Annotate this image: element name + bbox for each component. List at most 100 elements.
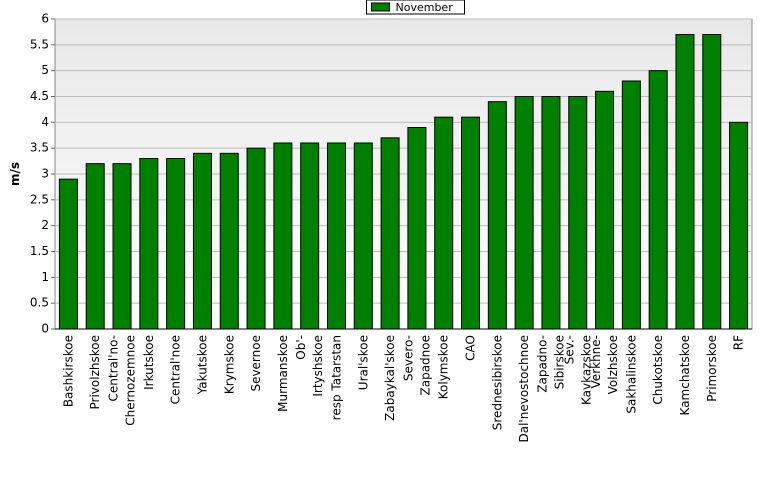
- bar: [219, 152, 239, 330]
- bar: [434, 116, 454, 330]
- label-line: Srednesibirskoe: [490, 335, 504, 430]
- bar: [300, 142, 320, 330]
- bar: [702, 34, 722, 330]
- label-line: Murmanskoe: [276, 335, 290, 412]
- bar: [568, 96, 588, 330]
- bar: [166, 158, 186, 330]
- y-tick-label: 1.5: [30, 244, 49, 258]
- label-line: Ural'skoe: [356, 335, 370, 390]
- y-tick-label: 3.5: [30, 141, 49, 155]
- label-line: Privolzhskoe: [88, 335, 102, 409]
- y-tick-label: 4.5: [30, 89, 49, 103]
- label-line: Volzhskoe: [606, 335, 620, 394]
- y-tick-label: 1: [41, 270, 49, 284]
- bar: [246, 147, 266, 330]
- y-tick-label: 5.5: [30, 37, 49, 51]
- y-tick-label: 0.5: [30, 296, 49, 310]
- y-tick-label: 0: [41, 322, 49, 336]
- x-tick-label: Ob'- Irtyshskoe: [294, 335, 325, 397]
- bar: [273, 142, 293, 330]
- bar: [729, 121, 749, 330]
- y-tick-label: 2.5: [30, 192, 49, 206]
- label-line: Sev.-: [562, 335, 576, 364]
- label-line: Irtyshskoe: [311, 335, 325, 397]
- legend-box: [366, 0, 465, 15]
- y-tick-label: 5: [41, 63, 49, 77]
- x-tick-label: Kolymskoe: [437, 335, 451, 399]
- x-tick-label: Chukotskoe: [651, 335, 665, 405]
- label-line: resp Tatarstan: [329, 335, 343, 420]
- bar: [675, 34, 695, 330]
- x-tick-label: Sakhalinskoe: [624, 335, 638, 414]
- x-tick-label: Srednesibirskoe: [490, 335, 504, 430]
- label-line: Chukotskoe: [651, 335, 665, 405]
- label-line: Kavkazskoe: [579, 335, 593, 405]
- y-tick-label: 2: [41, 218, 49, 232]
- bar: [380, 137, 400, 330]
- x-tick-label: Sev.- Kavkazskoe: [562, 335, 593, 405]
- label-line: Ob'-: [294, 335, 308, 360]
- label-line: Central'noe: [169, 335, 183, 404]
- x-tick-label: Severo- Zapadnoe: [401, 335, 432, 396]
- label-line: Severo-: [401, 335, 415, 381]
- x-tick-label: Central'no- Chernozemnoe: [107, 335, 138, 426]
- bar: [58, 178, 78, 330]
- x-tick-label: Verkhne- Volzhskoe: [589, 335, 620, 394]
- x-tick-label: Zapadno- Sibirskoe: [535, 335, 566, 393]
- label-line: Bashkirskoe: [61, 335, 75, 407]
- label-line: Sakhalinskoe: [624, 335, 638, 414]
- x-tick-label: Irkutskoe: [142, 335, 156, 390]
- label-line: Severnoe: [249, 335, 263, 392]
- x-tick-label: Bashkirskoe: [61, 335, 75, 407]
- bar: [621, 80, 641, 330]
- bar: [85, 163, 105, 330]
- bar: [541, 96, 561, 330]
- bar: [487, 101, 507, 330]
- x-tick-label: CAO: [464, 335, 478, 361]
- x-tick-label: Kamchatskoe: [678, 335, 692, 415]
- bar: [326, 142, 346, 330]
- label-line: Krymskoe: [222, 335, 236, 394]
- x-tick-label: Dal'nevostochnoe: [517, 335, 531, 443]
- bar: [353, 142, 373, 330]
- label-line: CAO: [464, 335, 478, 361]
- y-tick-label: 6: [41, 12, 49, 26]
- label-line: Verkhne-: [589, 335, 603, 388]
- label-line: Irkutskoe: [142, 335, 156, 390]
- label-line: Chernozemnoe: [124, 335, 138, 426]
- y-axis-title: m/s: [8, 162, 22, 186]
- x-tick-label: Central'noe: [169, 335, 183, 404]
- legend: November: [366, 0, 465, 15]
- x-tick-label: resp Tatarstan: [329, 335, 343, 420]
- bar: [407, 127, 427, 330]
- bar: [514, 96, 534, 330]
- label-line: Primorskoe: [705, 335, 719, 402]
- label-line: Kolymskoe: [437, 335, 451, 399]
- label-line: Zapadnoe: [418, 335, 432, 396]
- bar: [461, 116, 481, 330]
- bar: [192, 152, 212, 330]
- legend-swatch: [371, 2, 390, 12]
- label-line: Zabaykal'skoe: [383, 335, 397, 421]
- label-line: Central'no-: [107, 335, 121, 402]
- x-tick-label: Zabaykal'skoe: [383, 335, 397, 421]
- bar: [139, 158, 159, 330]
- label-line: Sibirskoe: [552, 335, 566, 389]
- x-tick-label: Privolzhskoe: [88, 335, 102, 409]
- x-tick-label: Primorskoe: [705, 335, 719, 402]
- y-tick-label: 4: [41, 115, 49, 129]
- x-tick-label: Murmanskoe: [276, 335, 290, 412]
- bar: [648, 70, 668, 330]
- x-tick-label: Krymskoe: [222, 335, 236, 394]
- label-line: Zapadno-: [535, 335, 549, 393]
- label-line: RF: [732, 335, 746, 350]
- label-line: Yakutskoe: [195, 335, 209, 395]
- label-line: Dal'nevostochnoe: [517, 335, 531, 443]
- legend-label: November: [396, 1, 454, 14]
- x-tick-label: Severnoe: [249, 335, 263, 392]
- bar: [595, 90, 615, 330]
- y-tick-label: 3: [41, 167, 49, 181]
- x-tick-label: Ural'skoe: [356, 335, 370, 390]
- x-tick-label: RF: [732, 335, 746, 350]
